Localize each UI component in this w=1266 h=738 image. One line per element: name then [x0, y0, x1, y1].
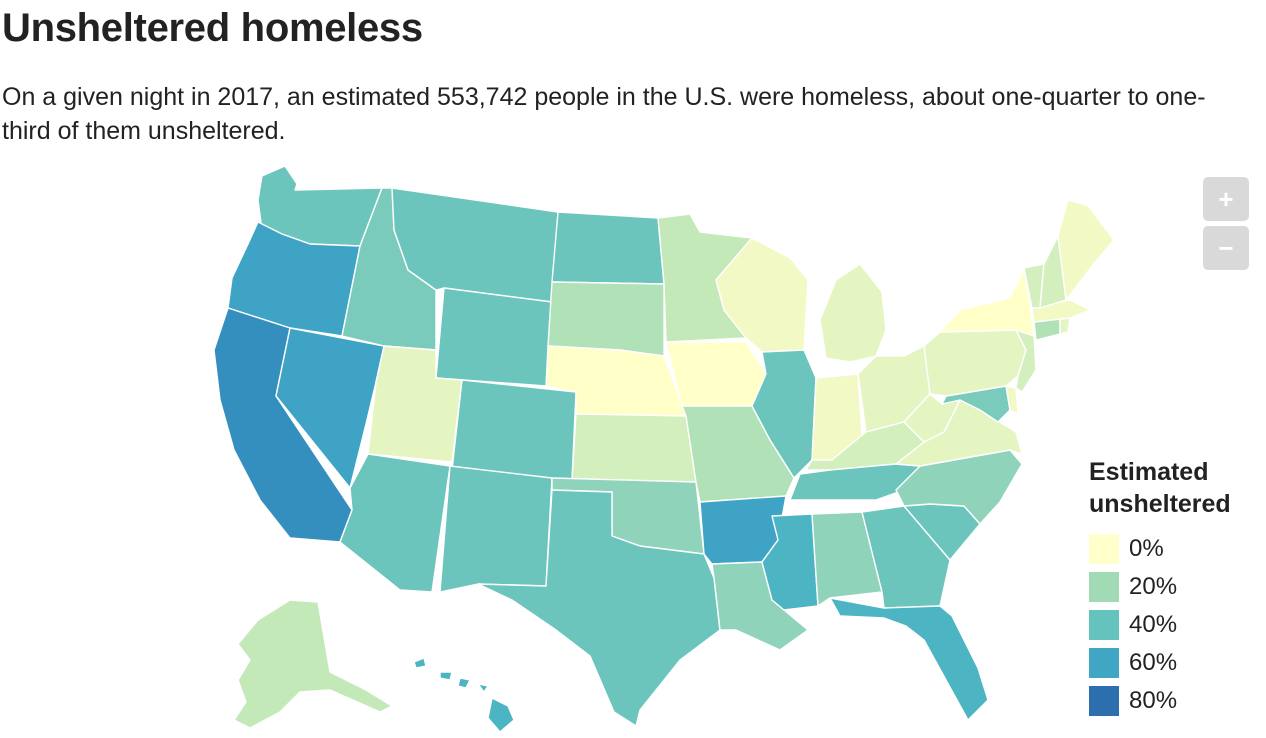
- legend-title-line1: Estimated: [1089, 458, 1209, 486]
- state-arizona[interactable]: [339, 453, 451, 593]
- state-iowa[interactable]: [665, 341, 767, 407]
- legend-swatch: [1089, 572, 1119, 602]
- legend-label: 60%: [1129, 649, 1178, 676]
- state-colorado[interactable]: [451, 379, 577, 481]
- state-new-york[interactable]: [939, 269, 1035, 337]
- legend-label: 20%: [1129, 573, 1178, 600]
- legend-item: 0%: [1089, 532, 1259, 570]
- state-florida[interactable]: [829, 597, 989, 721]
- state-kansas[interactable]: [571, 413, 697, 483]
- state-michigan[interactable]: [819, 263, 887, 363]
- state-hawaii-islands[interactable]: [413, 657, 489, 693]
- state-alabama[interactable]: [811, 511, 883, 607]
- page-title: Unsheltered homeless: [2, 6, 423, 50]
- state-delaware[interactable]: [1005, 385, 1019, 415]
- state-illinois[interactable]: [751, 349, 817, 479]
- legend-swatch: [1089, 610, 1119, 640]
- state-texas[interactable]: [477, 489, 721, 727]
- legend-title-line2: unsheltered: [1089, 490, 1231, 518]
- legend-item: 80%: [1089, 684, 1259, 722]
- map-legend: Estimated unsheltered 0% 20% 40% 60% 80%: [1089, 456, 1259, 722]
- legend-item: 20%: [1089, 570, 1259, 608]
- legend-label: 0%: [1129, 535, 1164, 562]
- legend-label: 40%: [1129, 611, 1178, 638]
- zoom-in-button[interactable]: +: [1203, 177, 1249, 221]
- legend-item: 60%: [1089, 646, 1259, 684]
- state-alaska[interactable]: [233, 599, 393, 729]
- state-maine[interactable]: [1057, 199, 1115, 301]
- legend-label: 80%: [1129, 687, 1178, 714]
- zoom-out-button[interactable]: −: [1203, 226, 1249, 270]
- state-wyoming[interactable]: [435, 287, 553, 387]
- state-north-dakota[interactable]: [551, 211, 665, 285]
- legend-swatch: [1089, 648, 1119, 678]
- state-new-jersey[interactable]: [1015, 329, 1037, 393]
- state-pennsylvania[interactable]: [923, 329, 1027, 397]
- legend-item: 40%: [1089, 608, 1259, 646]
- us-choropleth-map: [213, 165, 1115, 733]
- legend-swatch: [1089, 534, 1119, 564]
- legend-swatch: [1089, 686, 1119, 716]
- state-hawaii[interactable]: [487, 697, 515, 733]
- state-new-mexico[interactable]: [439, 465, 553, 593]
- state-rhode-island[interactable]: [1059, 317, 1071, 335]
- legend-items: 0% 20% 40% 60% 80%: [1089, 532, 1259, 722]
- state-oregon[interactable]: [227, 221, 361, 337]
- state-south-dakota[interactable]: [547, 281, 665, 357]
- page-subtitle: On a given night in 2017, an estimated 5…: [2, 83, 1206, 145]
